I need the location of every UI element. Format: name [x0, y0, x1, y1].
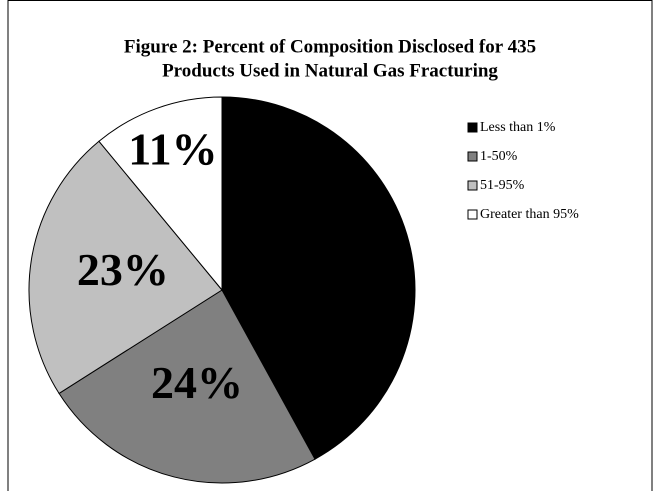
chart-title: Figure 2: Percent of Composition Disclos… [124, 36, 536, 57]
legend-swatch [467, 180, 478, 191]
chart-subtitle: Products Used in Natural Gas Fracturing [162, 60, 498, 81]
pie-slice [221, 96, 416, 460]
legend-label: 1-50% [480, 149, 518, 164]
legend-label: Greater than 95% [480, 207, 579, 222]
pie-slice [28, 140, 223, 395]
legend-label: Less than 1% [480, 120, 556, 135]
legend-label: 51-95% [480, 178, 525, 193]
data-label: 23% [77, 244, 169, 295]
pie-slice [58, 289, 316, 484]
frame [7, 0, 653, 491]
pie-slice [98, 96, 223, 292]
data-label: 42% [273, 235, 365, 286]
data-label: 11% [128, 123, 217, 174]
legend-swatch [467, 209, 478, 220]
legend-swatch [467, 122, 478, 133]
legend-swatch [467, 151, 478, 162]
data-label: 24% [151, 357, 243, 408]
